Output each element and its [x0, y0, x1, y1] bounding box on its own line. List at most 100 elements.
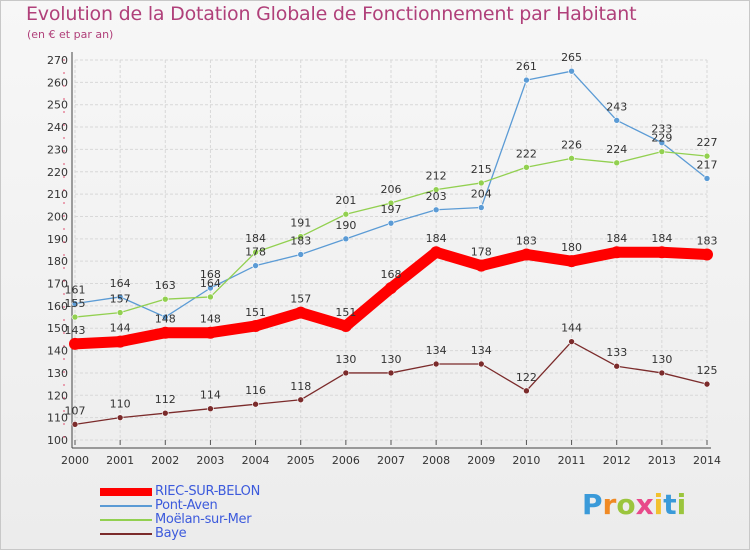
data-point: [116, 309, 124, 316]
y-tick-label: 170: [47, 278, 68, 291]
data-point: [252, 248, 259, 256]
data-point: [703, 175, 711, 182]
x-tick-label: 2005: [287, 454, 315, 467]
data-point: [520, 248, 533, 261]
data-point: [252, 262, 259, 269]
legend: RIEC-SUR-BELON Pont-Aven Moëlan-sur-Mer …: [100, 484, 360, 541]
data-point: [565, 255, 578, 268]
logo-letter: x: [635, 488, 654, 521]
data-label: 183: [290, 234, 311, 247]
legend-item-baye: Baye: [100, 526, 360, 541]
y-tick-label: 130: [47, 367, 68, 380]
data-label: 143: [65, 324, 86, 337]
data-point: [477, 179, 485, 187]
y-tick-label: 160: [47, 300, 68, 313]
data-label: 265: [561, 51, 582, 64]
data-point: [207, 284, 214, 292]
y-tick-label: 200: [47, 210, 68, 223]
data-label: 178: [245, 246, 266, 259]
chart-title: Evolution de la Dotation Globale de Fonc…: [26, 3, 637, 25]
y-tick-label: 120: [47, 389, 68, 402]
data-point: [655, 246, 668, 259]
data-point: [114, 335, 127, 348]
data-point: [523, 387, 530, 395]
chart-subtitle: (en € et par an): [27, 28, 114, 41]
data-label: 157: [110, 293, 131, 306]
data-label: 184: [245, 232, 266, 245]
logo-letter: P: [582, 488, 603, 521]
data-point: [71, 313, 79, 321]
data-point: [703, 380, 711, 388]
data-label: 168: [200, 268, 221, 281]
data-label: 114: [200, 389, 221, 402]
data-label: 125: [697, 364, 718, 377]
data-point: [385, 282, 397, 294]
data-point: [159, 326, 172, 339]
data-label: 110: [110, 398, 131, 411]
x-tick-label: 2009: [467, 454, 495, 467]
data-point: [69, 337, 81, 350]
x-tick-label: 2011: [558, 454, 586, 467]
y-tick-label: 270: [47, 54, 68, 67]
data-label: 122: [516, 371, 537, 384]
legend-swatch-pont-aven: [100, 505, 152, 507]
logo-letter: t: [663, 488, 677, 521]
data-label: 144: [561, 322, 582, 335]
data-label: 180: [561, 241, 582, 254]
x-tick-label: 2013: [648, 454, 676, 467]
data-label: 130: [651, 353, 672, 366]
data-label: 134: [471, 344, 492, 357]
x-tick-label: 2007: [377, 454, 405, 467]
data-label: 133: [606, 346, 627, 359]
y-tick-label: 190: [47, 233, 68, 246]
data-point: [207, 293, 214, 301]
legend-swatch-riec: [100, 488, 152, 496]
data-label: 224: [606, 143, 627, 156]
data-point: [161, 409, 169, 417]
y-tick-label: 100: [47, 434, 68, 447]
legend-item-riec: RIEC-SUR-BELON: [100, 484, 360, 499]
y-tick-label: 210: [47, 188, 68, 201]
x-tick-label: 2000: [61, 454, 89, 467]
data-point: [658, 148, 666, 155]
data-point: [71, 421, 79, 428]
data-label: 191: [290, 217, 311, 230]
data-point: [297, 233, 305, 240]
data-point: [387, 369, 395, 377]
x-tick-label: 2010: [512, 454, 540, 467]
data-point: [477, 204, 485, 211]
data-point: [568, 155, 575, 162]
data-point: [523, 76, 530, 84]
data-label: 134: [426, 344, 447, 357]
data-label: 178: [471, 246, 492, 259]
data-point: [387, 219, 395, 227]
legend-label-riec: RIEC-SUR-BELON: [155, 484, 261, 499]
data-point: [613, 159, 621, 167]
data-label: 161: [65, 284, 86, 297]
data-point: [297, 396, 305, 404]
logo-letter: r: [602, 488, 617, 521]
series-points: [69, 67, 713, 428]
data-label: 130: [335, 353, 356, 366]
y-tick-label: 230: [47, 143, 68, 156]
data-label: 148: [200, 313, 221, 326]
data-label: 206: [381, 183, 402, 196]
data-label: 183: [697, 234, 718, 247]
data-point: [610, 246, 623, 259]
data-point: [342, 369, 350, 377]
data-label: 222: [516, 147, 537, 160]
data-label: 215: [471, 163, 492, 176]
data-label: 183: [516, 234, 537, 247]
y-tick-label: 180: [47, 255, 68, 268]
data-label: 261: [516, 60, 537, 73]
data-point: [387, 199, 395, 207]
x-tick-label: 2006: [332, 454, 360, 467]
data-label: 155: [65, 297, 86, 310]
y-tick-label: 250: [47, 99, 68, 112]
legend-item-pont-aven: Pont-Aven: [100, 498, 360, 513]
data-point: [339, 320, 352, 332]
data-label: 148: [155, 313, 176, 326]
data-label: 212: [426, 170, 447, 183]
